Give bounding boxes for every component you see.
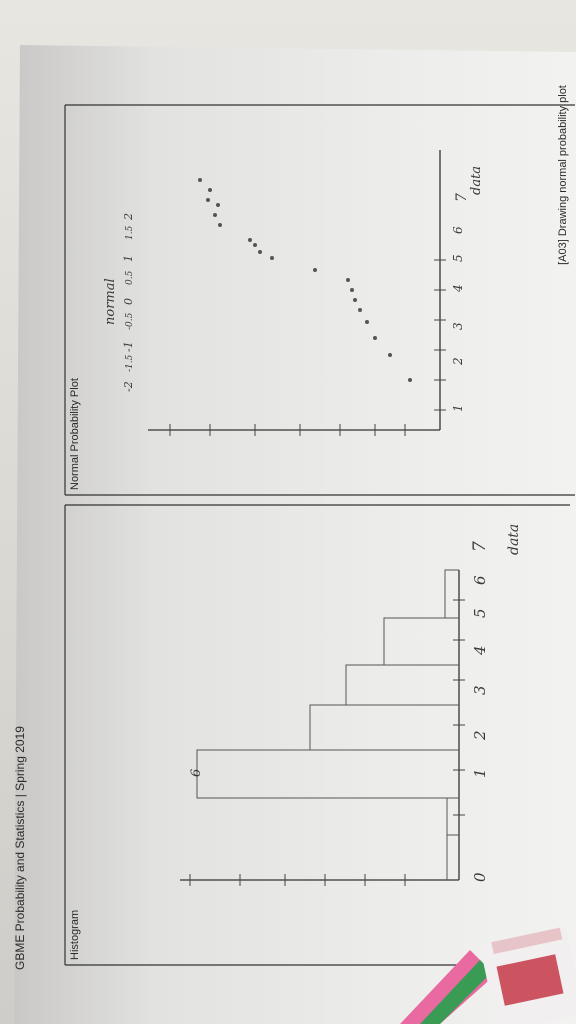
data-point bbox=[270, 256, 274, 260]
normal-plot-y-tick: 2 bbox=[451, 357, 465, 366]
data-point bbox=[248, 238, 252, 242]
histogram-x-tick-labels: 1 2 3 4 5 6 7 bbox=[470, 541, 490, 778]
normal-plot-y-tick: 5 bbox=[451, 254, 465, 262]
data-point bbox=[206, 198, 210, 202]
histogram-title: Histogram bbox=[69, 910, 81, 960]
data-point bbox=[216, 203, 220, 207]
normal-plot-x-tick: 2 bbox=[122, 213, 135, 221]
histogram-x-tick: 6 bbox=[471, 575, 489, 585]
histogram-origin-mark: 0 bbox=[471, 872, 489, 882]
normal-plot-x-tick: 1.5 bbox=[125, 225, 135, 240]
histogram-x-tick: 7 bbox=[470, 541, 490, 552]
histogram-x-axis-label: data bbox=[506, 524, 522, 555]
histogram-x-tick: 4 bbox=[471, 645, 489, 656]
rotated-worksheet: GBME Probability and Statistics | Spring… bbox=[13, 85, 575, 970]
normal-plot-points bbox=[198, 178, 412, 382]
data-point bbox=[218, 223, 222, 227]
paper-sheet bbox=[14, 45, 576, 1024]
header-right-text: [A03] Drawing normal probability plot bbox=[557, 85, 569, 265]
normal-plot-x-tick: 0 bbox=[122, 298, 135, 305]
normal-plot-y-tick: 1 bbox=[451, 404, 465, 412]
normal-plot-x-axis-label: normal bbox=[103, 278, 118, 325]
histogram-panel: Histogram bbox=[64, 504, 570, 966]
data-point bbox=[365, 320, 369, 324]
data-point bbox=[208, 188, 212, 192]
data-point bbox=[346, 278, 350, 282]
histogram-x-tick: 3 bbox=[471, 685, 489, 695]
normal-plot-x-tick: -0.5 bbox=[125, 312, 135, 330]
data-point bbox=[388, 353, 392, 357]
data-point bbox=[258, 250, 262, 254]
eraser-object bbox=[479, 926, 576, 1024]
normal-plot-x-tick: 0.5 bbox=[125, 270, 135, 285]
normal-plot-y-tick: 6 bbox=[451, 226, 465, 234]
data-point bbox=[408, 378, 412, 382]
normal-plot-y-tick: 4 bbox=[451, 284, 465, 293]
normal-plot-x-tick-labels: -2 -1.5 -1 -0.5 0 0.5 1 1.5 2 bbox=[122, 213, 135, 392]
normal-plot-x-tick: 1 bbox=[122, 255, 135, 262]
histogram-x-tick: 1 bbox=[471, 768, 489, 778]
normal-plot-title: Normal Probability Plot bbox=[69, 378, 81, 490]
normal-plot-panel: Normal Probability Plot 1 bbox=[64, 104, 575, 496]
data-point bbox=[253, 243, 257, 247]
pink-marker bbox=[400, 950, 495, 1024]
data-point bbox=[373, 336, 377, 340]
data-point bbox=[350, 288, 354, 292]
histogram-bar-label: 6 bbox=[189, 769, 204, 777]
histogram-x-tick: 2 bbox=[471, 730, 489, 741]
normal-plot-y-tick: 7 bbox=[454, 193, 470, 202]
data-point bbox=[358, 308, 362, 312]
data-point bbox=[353, 298, 357, 302]
histogram-bars bbox=[196, 569, 459, 880]
normal-plot-y-axis-label: data bbox=[469, 166, 484, 195]
normal-plot-x-tick: -1.5 bbox=[125, 354, 135, 372]
normal-plot-x-tick: -1 bbox=[122, 341, 135, 352]
data-point bbox=[313, 268, 317, 272]
header-left-text: GBME Probability and Statistics | Spring… bbox=[13, 726, 27, 970]
data-point bbox=[198, 178, 202, 182]
normal-plot-x-tick: -2 bbox=[122, 381, 135, 392]
normal-plot-y-tick: 3 bbox=[451, 322, 465, 330]
data-point bbox=[213, 213, 217, 217]
histogram-x-tick: 5 bbox=[471, 608, 489, 618]
